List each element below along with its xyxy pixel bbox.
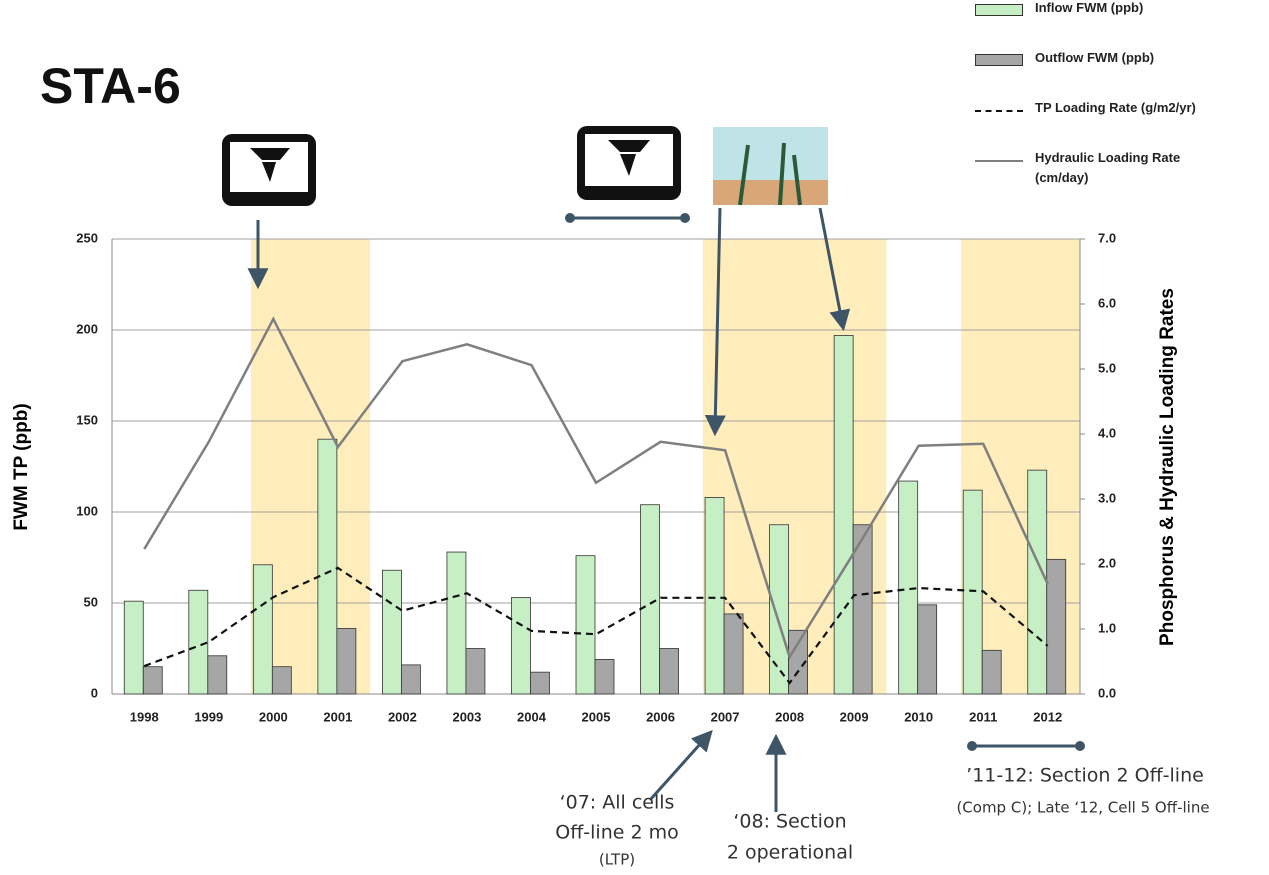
bar (659, 648, 679, 695)
legend-item: Outflow FWM (ppb) (975, 50, 1265, 102)
y2-tick-label: 1.0 (1098, 620, 1116, 635)
bar (962, 489, 983, 695)
bar (769, 524, 789, 695)
annotation: (LTP) (599, 851, 635, 869)
bar (575, 555, 596, 695)
annotation: ‘08: Section (733, 811, 846, 833)
x-tick-label: 2005 (582, 709, 611, 724)
bar (271, 666, 292, 695)
storm-icon (222, 134, 316, 206)
bar (207, 655, 228, 695)
storm-icon (577, 126, 681, 200)
y-tick-label: 150 (76, 412, 98, 427)
legend-label: Hydraulic Loading Rate (cm/day) (1035, 150, 1181, 185)
timeline (565, 213, 690, 223)
x-tick-label: 2007 (711, 709, 740, 724)
legend-swatch (975, 4, 1023, 16)
y2-tick-label: 7.0 (1098, 230, 1116, 245)
x-tick-label: 2001 (323, 709, 352, 724)
bar (465, 648, 486, 695)
y2-tick-label: 4.0 (1098, 425, 1116, 440)
y2-tick-label: 6.0 (1098, 295, 1116, 310)
annotation: ‘07: All cells (560, 792, 675, 814)
y2-tick-label: 3.0 (1098, 490, 1116, 505)
x-tick-label: 2009 (840, 709, 869, 724)
y2-tick-label: 5.0 (1098, 360, 1116, 375)
bar (142, 666, 163, 695)
line (143, 566, 1049, 685)
y-tick-label: 200 (76, 321, 98, 336)
y2-tick-label: 2.0 (1098, 555, 1116, 570)
legend-label: Outflow FWM (ppb) (1035, 50, 1155, 65)
arrow (818, 207, 851, 332)
y-tick-label: 0 (91, 685, 98, 700)
annotation: Off-line 2 mo (555, 822, 679, 844)
bar (788, 629, 808, 695)
bar (252, 564, 273, 695)
bar (833, 335, 854, 695)
bar (446, 551, 467, 695)
x-tick-label: 2002 (388, 709, 417, 724)
y2-axis-title: Phosphorus & Hydraulic Loading Rates (1157, 288, 1178, 646)
bar (1027, 469, 1048, 695)
x-tick-label: 2003 (452, 709, 481, 724)
y2-tick-label: 0.0 (1098, 685, 1116, 700)
x-tick-label: 2012 (1033, 709, 1062, 724)
bar (317, 438, 338, 695)
y-tick-label: 50 (84, 594, 98, 609)
bar (123, 600, 144, 695)
x-tick-label: 1998 (130, 709, 159, 724)
x-tick-label: 1999 (194, 709, 223, 724)
annotation: 2 operational (727, 842, 853, 864)
bar (917, 604, 938, 695)
x-tick-label: 2008 (775, 709, 804, 724)
x-tick-label: 2006 (646, 709, 675, 724)
bar (898, 480, 919, 695)
x-tick-label: 2000 (259, 709, 288, 724)
bar (511, 597, 531, 695)
annotation: ’11-12: Section 2 Off-line (966, 765, 1204, 787)
hurricane-image (713, 127, 828, 206)
bar (381, 569, 402, 695)
annotation: (Comp C); Late ‘12, Cell 5 Off-line (956, 799, 1209, 817)
bar (723, 613, 744, 695)
chart-title: STA-6 (40, 58, 181, 114)
bar (594, 659, 615, 695)
y-axis-title: FWM TP (ppb) (11, 403, 32, 530)
arrow (704, 207, 726, 437)
bar (530, 671, 550, 695)
x-tick-label: 2011 (969, 709, 997, 724)
line (143, 316, 1049, 660)
x-tick-label: 2004 (517, 709, 547, 724)
bar (336, 628, 357, 695)
bar (188, 589, 209, 695)
legend: Inflow FWM (ppb) Outflow FWM (ppb) TP Load… (975, 0, 1265, 202)
y-tick-label: 100 (76, 503, 98, 518)
x-tick-label: 2010 (904, 709, 933, 724)
bar (852, 524, 873, 695)
bar (1046, 558, 1067, 695)
bar (400, 664, 421, 695)
legend-swatch (975, 110, 1023, 112)
legend-item: Hydraulic Loading Rate (cm/day) (975, 150, 1265, 202)
legend-label: TP Loading Rate (g/m2/yr) (1035, 100, 1196, 115)
bar (981, 649, 1002, 695)
legend-item: TP Loading Rate (g/m2/yr) (975, 100, 1265, 152)
timeline (967, 741, 1085, 751)
bar (704, 497, 725, 695)
legend-swatch (975, 54, 1023, 66)
arrow (648, 729, 713, 802)
bar (640, 504, 660, 695)
legend-swatch (975, 160, 1023, 162)
legend-item: Inflow FWM (ppb) (975, 0, 1265, 52)
y-tick-label: 250 (76, 230, 98, 245)
legend-label: Inflow FWM (ppb) (1035, 0, 1144, 15)
